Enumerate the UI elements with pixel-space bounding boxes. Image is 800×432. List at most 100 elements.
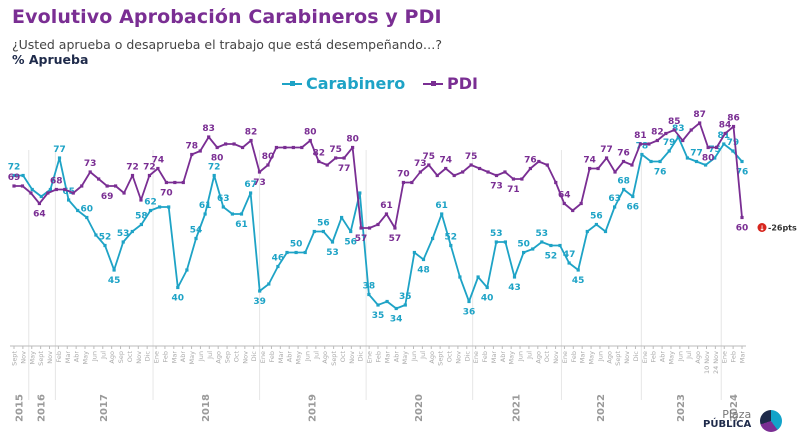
year-label: 2016 [37, 394, 48, 422]
data-point [342, 156, 346, 160]
data-point [367, 292, 371, 297]
data-point [452, 173, 456, 178]
x-tick-label: Sept [614, 351, 622, 366]
legend-item-carabinero: Carabinero [282, 74, 405, 93]
data-point [147, 173, 152, 178]
metric-label: % Aprueba [12, 52, 89, 67]
data-point [579, 201, 583, 206]
data-point [30, 187, 34, 192]
data-point [494, 240, 498, 244]
data-point [664, 131, 668, 136]
data-point [94, 233, 98, 237]
data-label: 77 [53, 145, 66, 155]
data-label: 58 [135, 212, 148, 222]
x-tick-label: Oct [446, 351, 454, 363]
data-point [358, 191, 362, 195]
x-tick-label: Abr [659, 351, 667, 363]
data-label: 76 [654, 168, 667, 178]
data-point [522, 250, 526, 255]
data-point [148, 208, 153, 213]
data-point [613, 205, 617, 209]
data-label: 40 [172, 294, 185, 304]
data-point [511, 177, 516, 181]
data-label: 53 [117, 229, 130, 239]
data-point [681, 138, 685, 143]
x-tick-label: May [508, 351, 516, 365]
data-label: 75 [708, 145, 721, 155]
data-point [585, 229, 589, 234]
data-point [647, 142, 651, 146]
data-point [655, 138, 659, 143]
data-label: 50 [290, 240, 303, 250]
data-point [240, 145, 245, 150]
x-tick-label: May [188, 351, 196, 365]
chart-title: Evolutivo Aprobación Carabineros y PDI [12, 6, 442, 28]
data-point [676, 135, 680, 139]
brand-logo: Plaza PÚBLICA [703, 408, 752, 430]
data-point [449, 243, 453, 248]
data-point [198, 149, 202, 153]
data-label: 75 [423, 152, 436, 162]
x-tick-label: Feb [481, 351, 489, 363]
data-point [554, 180, 558, 185]
data-point [631, 194, 635, 199]
data-point [503, 240, 507, 244]
x-tick-label: Mar [579, 351, 587, 364]
data-point [537, 159, 541, 164]
data-point [528, 166, 532, 171]
data-label: 47 [563, 250, 576, 260]
brand-line1: Plaza [722, 408, 752, 421]
data-point [418, 170, 422, 174]
data-label: 66 [627, 203, 640, 213]
data-label: 83 [672, 124, 685, 134]
data-point [613, 170, 617, 174]
data-point [621, 159, 626, 164]
data-label: 86 [727, 114, 740, 124]
data-point [476, 275, 480, 279]
x-tick-label: Ene [472, 351, 480, 363]
data-label: 80 [211, 154, 224, 164]
data-point [638, 142, 643, 146]
year-label: 2015 [14, 394, 25, 422]
data-point [393, 226, 397, 230]
data-point [698, 121, 702, 125]
data-label: 45 [108, 276, 121, 286]
data-point [706, 145, 710, 150]
data-point [731, 149, 735, 153]
x-tick-label: Sep [224, 351, 232, 363]
x-tick-label: Dic [250, 351, 258, 362]
x-tick-label: Feb [650, 351, 658, 363]
x-tick-label: Oct [232, 351, 240, 363]
data-point [317, 159, 321, 164]
data-label: 73 [253, 178, 266, 188]
data-point [156, 166, 160, 171]
data-label: 73 [84, 159, 97, 169]
data-label: 72 [8, 163, 21, 173]
data-point [603, 229, 608, 234]
x-tick-label: Nov [241, 351, 249, 364]
x-tick-label: Sept [330, 351, 338, 366]
data-label: 36 [463, 308, 476, 318]
change-annotation: -26pts [768, 224, 797, 233]
year-label: 2017 [99, 394, 110, 422]
data-point [596, 166, 600, 171]
brand-line2: PÚBLICA [703, 419, 752, 430]
data-point [672, 128, 676, 132]
x-tick-label: Ene [561, 351, 569, 363]
data-point [291, 145, 295, 150]
data-point [212, 173, 216, 178]
legend-line-icon [282, 80, 302, 86]
brand-logo-mark-icon [760, 410, 782, 432]
x-tick-label: Mar [64, 351, 72, 364]
data-label: 62 [144, 198, 157, 208]
data-point [139, 198, 143, 202]
data-label: 87 [693, 110, 706, 120]
data-label: 56 [590, 212, 603, 222]
x-tick-label: Nov [348, 351, 356, 364]
data-point [359, 226, 363, 230]
data-label: 71 [507, 185, 520, 195]
data-label: 63 [217, 194, 230, 204]
data-point [689, 128, 693, 132]
data-label: 73 [490, 182, 503, 192]
data-point [221, 205, 225, 209]
